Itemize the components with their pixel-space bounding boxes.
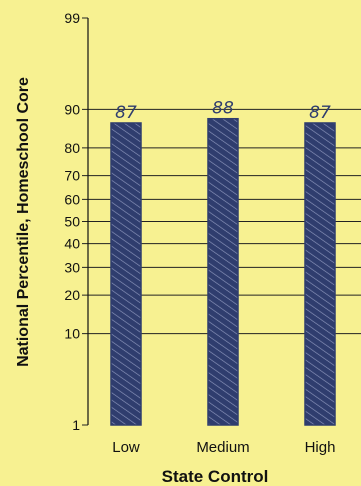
y-tick-label-99: 99	[64, 10, 80, 26]
category-labels: Low Medium High	[112, 439, 335, 456]
bars	[110, 117, 336, 426]
y-tick-label-80: 80	[64, 140, 80, 156]
data-label-high: 87	[309, 103, 331, 123]
y-tick-label-10: 10	[64, 326, 80, 342]
y-ticks: 1 10 20 30 40 50 60 70 80 90 99	[64, 10, 80, 433]
data-label-low: 87	[115, 103, 137, 123]
y-tick-label-20: 20	[64, 287, 80, 303]
category-label-low: Low	[112, 439, 140, 456]
category-label-high: High	[305, 439, 336, 456]
y-tick-label-30: 30	[64, 259, 80, 275]
bar-low	[110, 122, 142, 426]
bar-high	[304, 122, 336, 426]
y-tick-label-50: 50	[64, 214, 80, 230]
category-label-medium: Medium	[196, 439, 249, 456]
y-axis-title: National Percentile, Homeschool Core	[15, 77, 32, 367]
data-labels: 87 88 87	[115, 99, 331, 123]
y-tick-label-40: 40	[64, 236, 80, 252]
y-tick-label-70: 70	[64, 168, 80, 184]
y-tick-label-1: 1	[72, 417, 80, 433]
y-tick-label-90: 90	[64, 101, 80, 117]
x-axis-title: State Control	[162, 467, 269, 486]
bar-medium	[207, 117, 239, 426]
y-tick-label-60: 60	[64, 191, 80, 207]
data-label-medium: 88	[212, 99, 234, 119]
